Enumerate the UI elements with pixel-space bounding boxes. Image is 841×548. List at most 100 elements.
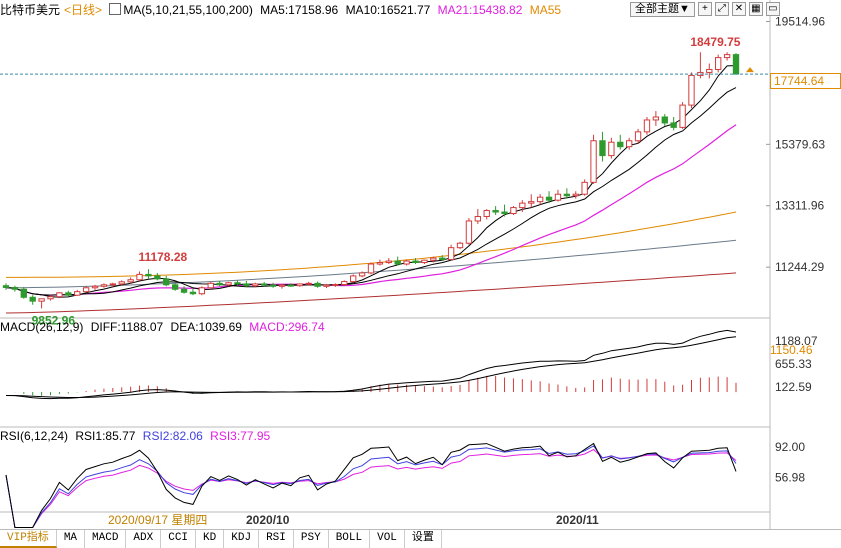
candle[interactable]: [314, 281, 321, 288]
candle[interactable]: [661, 114, 668, 126]
tab-0[interactable]: VIP指标: [0, 530, 57, 548]
candle[interactable]: [732, 53, 740, 75]
candle[interactable]: [216, 280, 223, 287]
candle[interactable]: [519, 200, 526, 213]
candle[interactable]: [74, 289, 81, 296]
candle[interactable]: [56, 292, 63, 299]
candle[interactable]: [243, 280, 250, 287]
candle[interactable]: [545, 191, 553, 204]
tab-6[interactable]: KDJ: [224, 530, 260, 548]
candle[interactable]: [296, 283, 303, 287]
candle[interactable]: [456, 241, 464, 250]
candle[interactable]: [590, 134, 597, 184]
candle[interactable]: [127, 277, 134, 284]
candle[interactable]: [65, 290, 72, 297]
candle[interactable]: [145, 269, 152, 279]
candle[interactable]: [198, 286, 206, 296]
candle[interactable]: [11, 285, 19, 292]
tab-1[interactable]: MA: [57, 530, 86, 548]
tab-9[interactable]: BOLL: [329, 530, 371, 548]
candle[interactable]: [483, 209, 490, 220]
candle[interactable]: [715, 54, 722, 73]
candle[interactable]: [269, 282, 277, 288]
candle[interactable]: [252, 282, 259, 288]
tab-4[interactable]: CCI: [161, 530, 197, 548]
candle[interactable]: [652, 111, 660, 126]
candle[interactable]: [536, 194, 544, 205]
candle[interactable]: [100, 283, 108, 288]
candle[interactable]: [171, 283, 179, 291]
candle[interactable]: [367, 262, 375, 275]
candle[interactable]: [608, 137, 615, 159]
period-label[interactable]: <日线>: [64, 3, 103, 17]
candle[interactable]: [572, 191, 579, 199]
candle[interactable]: [510, 206, 517, 216]
candle[interactable]: [2, 283, 10, 290]
tab-11[interactable]: 设置: [405, 530, 442, 548]
candle[interactable]: [91, 284, 99, 290]
candle[interactable]: [332, 283, 339, 287]
tab-2[interactable]: MACD: [85, 530, 127, 548]
candle[interactable]: [287, 283, 295, 287]
candle[interactable]: [670, 116, 677, 131]
plus-square-icon[interactable]: +: [697, 2, 712, 16]
candle[interactable]: [261, 281, 268, 287]
candle[interactable]: [207, 281, 214, 290]
candle[interactable]: [501, 204, 508, 217]
candle[interactable]: [385, 258, 392, 265]
candle[interactable]: [118, 280, 125, 286]
tab-7[interactable]: RSI: [259, 530, 294, 548]
tab-3[interactable]: ADX: [126, 530, 162, 548]
candle[interactable]: [528, 194, 535, 208]
candle[interactable]: [643, 116, 651, 135]
candle[interactable]: [358, 271, 366, 278]
candle[interactable]: [38, 298, 45, 309]
candle[interactable]: [394, 256, 401, 266]
candle[interactable]: [492, 206, 499, 216]
candle[interactable]: [439, 255, 446, 262]
candle[interactable]: [305, 281, 312, 286]
candle[interactable]: [421, 259, 428, 265]
candle[interactable]: [554, 189, 562, 202]
candle[interactable]: [706, 63, 713, 79]
candle[interactable]: [234, 280, 241, 286]
candle[interactable]: [350, 274, 357, 283]
candle[interactable]: [679, 102, 686, 129]
candle[interactable]: [180, 286, 188, 294]
candle[interactable]: [225, 281, 232, 287]
candle[interactable]: [626, 137, 633, 150]
candle[interactable]: [163, 275, 170, 287]
candle[interactable]: [154, 272, 161, 281]
candle[interactable]: [447, 244, 455, 261]
candle[interactable]: [634, 128, 642, 144]
candle[interactable]: [278, 283, 286, 289]
candle[interactable]: [581, 179, 588, 196]
candle[interactable]: [29, 295, 36, 305]
tab-8[interactable]: PSY: [294, 530, 329, 548]
tab-10[interactable]: VOL: [370, 530, 405, 548]
candle[interactable]: [403, 259, 410, 266]
grid-icon[interactable]: ▦: [748, 2, 763, 16]
candle[interactable]: [109, 282, 117, 287]
expand-icon[interactable]: ⤢: [714, 2, 729, 16]
candle[interactable]: [82, 286, 90, 293]
candle[interactable]: [136, 271, 143, 281]
candle[interactable]: [341, 280, 348, 286]
candle[interactable]: [47, 295, 54, 301]
candle[interactable]: [688, 72, 695, 109]
candle[interactable]: [430, 256, 437, 263]
close-icon[interactable]: ✕: [731, 2, 746, 16]
candle[interactable]: [617, 134, 624, 150]
window-icon[interactable]: ▭: [765, 2, 780, 16]
candle[interactable]: [723, 52, 731, 61]
candle[interactable]: [189, 287, 197, 296]
tab-5[interactable]: KD: [196, 530, 225, 548]
candle[interactable]: [563, 188, 571, 199]
candle[interactable]: [323, 283, 330, 289]
candle[interactable]: [376, 259, 384, 266]
candle[interactable]: [599, 131, 606, 162]
candle[interactable]: [20, 286, 27, 299]
candle[interactable]: [474, 209, 482, 224]
candle[interactable]: [412, 258, 419, 265]
